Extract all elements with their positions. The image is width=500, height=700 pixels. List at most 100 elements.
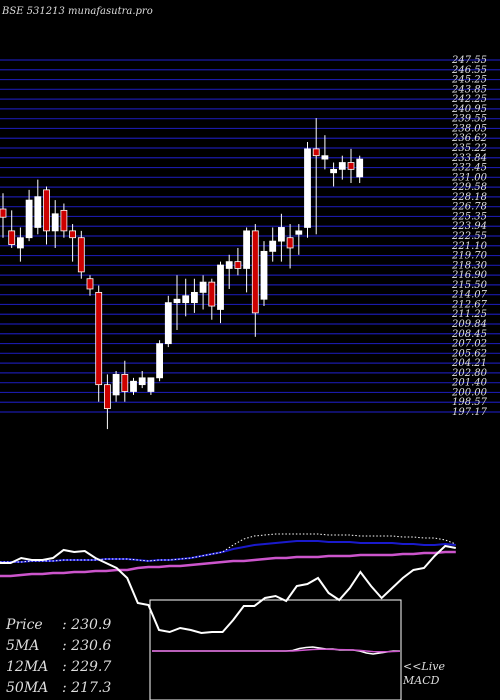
candle: [16, 227, 24, 262]
price-tick-label: 201.40: [451, 378, 488, 389]
candle-body-up: [269, 240, 277, 252]
price-tick-label: 211.25: [451, 309, 487, 320]
price-tick-label: 246.55: [451, 65, 487, 76]
stat-12ma-label: 12MA: [6, 659, 48, 675]
stat-price-value: : 230.9: [62, 617, 111, 633]
candle: [138, 370, 146, 389]
candle-body-up: [147, 377, 155, 392]
price-tick-label: 204.21: [451, 358, 487, 369]
candle: [173, 275, 181, 330]
candle-body-up: [173, 298, 181, 304]
candle: [0, 193, 7, 238]
price-axis: 247.55246.55245.25243.85242.25240.95239.…: [451, 55, 488, 418]
candle-body-up: [338, 162, 346, 170]
candlesticks: [0, 118, 364, 430]
candle: [34, 179, 42, 235]
macd-panel: [149, 599, 402, 700]
price-tick-label: 231.00: [451, 172, 488, 183]
candle: [234, 247, 242, 276]
candle-body-up: [225, 261, 233, 269]
candle: [69, 224, 76, 262]
macd-line-signal: [152, 648, 400, 653]
candle-body-up: [16, 237, 24, 249]
price-tick-label: 240.95: [451, 104, 487, 115]
stat-5ma-label: 5MA: [6, 638, 39, 654]
price-tick-label: 235.22: [451, 143, 487, 154]
candle: [190, 278, 198, 313]
candle-body-up: [34, 196, 42, 228]
price-tick-label: 216.90: [451, 270, 488, 281]
series-line-ma_short: [0, 540, 456, 563]
price-tick-label: 236.62: [451, 133, 487, 144]
candle: [95, 285, 103, 402]
series-line-ma_long: [0, 550, 456, 578]
chart-title: BSE 531213 munafasutra.pro: [1, 6, 153, 17]
candle: [8, 210, 16, 248]
price-tick-label: 202.80: [451, 368, 488, 379]
candle: [156, 340, 164, 382]
candle-body-down: [104, 384, 111, 409]
candle-body-up: [182, 295, 190, 304]
candle-body-down: [69, 230, 76, 239]
candle: [25, 189, 33, 242]
candle: [338, 155, 346, 180]
candle-body-up: [130, 380, 137, 392]
candle: [147, 377, 155, 395]
candle: [208, 278, 216, 320]
price-tick-label: 223.94: [451, 221, 487, 232]
price-tick-label: 225.35: [451, 211, 487, 222]
candle: [60, 203, 68, 238]
candle: [217, 261, 224, 324]
candle-body-up: [190, 291, 198, 304]
candle-body-up: [199, 281, 207, 293]
stat-5ma-value: : 230.6: [62, 638, 111, 654]
macd-lines: [152, 646, 400, 655]
candle-body-up: [51, 213, 59, 232]
candle-body-up: [25, 199, 33, 239]
candle-body-down: [86, 278, 94, 290]
price-tick-label: 214.07: [451, 290, 488, 301]
stats-block: Price : 230.9 5MA : 230.6 12MA : 229.7 5…: [5, 617, 111, 696]
candle: [243, 227, 251, 293]
stat-price-label: Price: [5, 617, 43, 633]
candle-body-down: [77, 237, 85, 273]
candle: [86, 275, 94, 296]
price-tick-label: 245.25: [451, 75, 487, 86]
candle: [347, 148, 355, 184]
price-tick-label: 243.85: [451, 84, 487, 95]
price-tick-label: 232.45: [451, 163, 487, 174]
candle-body-up: [156, 343, 164, 379]
price-tick-label: 200.00: [451, 387, 488, 398]
candle: [164, 295, 172, 348]
stat-50ma-label: 50MA: [6, 680, 48, 696]
candle: [269, 227, 277, 262]
candle-body-up: [304, 148, 311, 228]
candle-body-down: [347, 162, 355, 170]
candle-body-down: [95, 291, 103, 386]
candle-body-up: [330, 168, 338, 174]
candle-body-down: [251, 230, 259, 314]
price-tick-label: 218.30: [451, 260, 488, 271]
candle: [182, 278, 190, 317]
candle-body-up: [295, 230, 303, 235]
price-tick-label: 229.58: [451, 182, 487, 193]
candle: [51, 200, 59, 248]
series-line-upper_band: [0, 533, 456, 563]
price-tick-label: 238.05: [451, 123, 487, 134]
candle-body-up: [321, 155, 329, 160]
price-tick-label: 198.57: [452, 397, 488, 408]
candle: [251, 224, 259, 337]
price-tick-label: 219.70: [451, 251, 488, 262]
price-tick-label: 209.84: [451, 319, 487, 330]
price-tick-label: 208.45: [451, 329, 487, 340]
candle: [304, 142, 311, 238]
candle: [112, 370, 120, 402]
price-grid: [0, 59, 500, 413]
candle-body-up: [277, 227, 285, 242]
candle: [77, 230, 85, 279]
candle-body-down: [286, 237, 294, 249]
series-line-price: [0, 544, 456, 635]
candle-body-up: [112, 374, 120, 396]
candle-body-down: [312, 148, 320, 157]
candle: [286, 224, 294, 269]
